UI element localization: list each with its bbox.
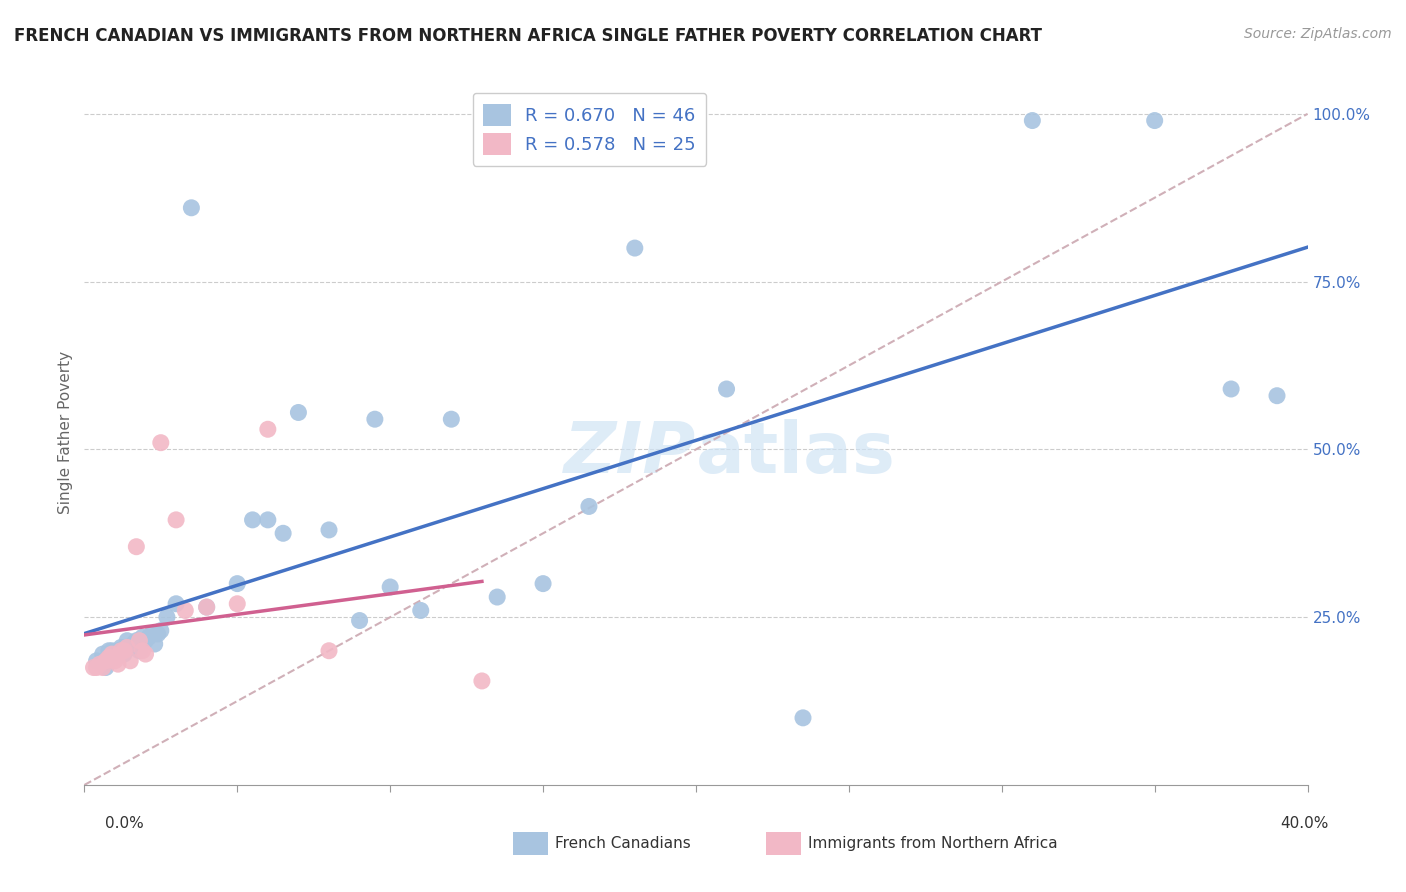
FancyBboxPatch shape (513, 832, 548, 855)
Point (1143, 113, 1166, 128)
Point (318, 523, 340, 537)
Point (364, 412, 387, 426)
Text: French Canadians: French Canadians (555, 837, 692, 851)
Point (89, 657, 111, 672)
Point (83, 660, 105, 674)
Point (94, 660, 117, 674)
Point (141, 627, 163, 641)
Point (226, 597, 249, 611)
Point (143, 637, 166, 651)
Point (226, 576, 249, 591)
Point (1265, 389, 1288, 403)
Text: Source: ZipAtlas.com: Source: ZipAtlas.com (1244, 27, 1392, 41)
Text: 0.0%: 0.0% (105, 816, 145, 831)
Point (112, 647, 135, 661)
Point (792, 711, 814, 725)
Point (120, 654, 142, 668)
Text: ZIP: ZIP (564, 419, 696, 488)
Point (409, 603, 432, 617)
Point (380, 580, 402, 594)
Point (349, 614, 371, 628)
Point (115, 640, 138, 655)
Point (120, 640, 142, 655)
Point (716, 382, 738, 396)
Point (135, 633, 157, 648)
Point (107, 657, 129, 672)
Point (242, 513, 264, 527)
Point (531, 576, 554, 591)
Point (624, 241, 647, 255)
Point (471, 673, 494, 688)
Point (110, 644, 132, 658)
Point (131, 630, 153, 644)
Point (107, 644, 129, 658)
Point (146, 627, 169, 641)
Point (180, 201, 202, 215)
Point (101, 644, 124, 658)
Point (112, 644, 135, 658)
Y-axis label: Single Father Poverty: Single Father Poverty (58, 351, 73, 514)
Point (156, 610, 179, 624)
Point (174, 603, 197, 617)
Point (94, 654, 117, 668)
Point (101, 647, 124, 661)
Point (86, 660, 108, 674)
Point (1021, 113, 1043, 128)
FancyBboxPatch shape (766, 832, 801, 855)
Point (115, 633, 138, 648)
Point (110, 640, 132, 655)
Point (104, 654, 127, 668)
Point (195, 600, 218, 615)
Text: atlas: atlas (696, 419, 896, 488)
Point (104, 650, 127, 665)
Point (128, 633, 150, 648)
Point (149, 624, 172, 638)
Point (165, 513, 187, 527)
Point (1220, 382, 1243, 396)
Point (125, 540, 148, 554)
Point (86, 654, 108, 668)
Point (271, 526, 294, 541)
Point (97, 644, 120, 658)
Point (138, 630, 160, 644)
Point (131, 644, 153, 658)
Point (195, 600, 218, 615)
Point (440, 412, 463, 426)
Point (318, 644, 340, 658)
Point (287, 405, 309, 419)
Point (257, 513, 280, 527)
Point (149, 435, 172, 450)
Text: 40.0%: 40.0% (1281, 816, 1329, 831)
Point (122, 637, 145, 651)
Point (97, 650, 120, 665)
Point (486, 590, 509, 604)
Point (578, 500, 600, 514)
Point (128, 644, 150, 658)
Point (165, 597, 187, 611)
Point (125, 633, 148, 648)
Legend: R = 0.670   N = 46, R = 0.578   N = 25: R = 0.670 N = 46, R = 0.578 N = 25 (472, 93, 706, 166)
Text: FRENCH CANADIAN VS IMMIGRANTS FROM NORTHERN AFRICA SINGLE FATHER POVERTY CORRELA: FRENCH CANADIAN VS IMMIGRANTS FROM NORTH… (14, 27, 1042, 45)
Point (135, 647, 157, 661)
Point (257, 422, 280, 436)
Point (91, 647, 114, 661)
Text: Immigrants from Northern Africa: Immigrants from Northern Africa (808, 837, 1059, 851)
Point (91, 660, 114, 674)
